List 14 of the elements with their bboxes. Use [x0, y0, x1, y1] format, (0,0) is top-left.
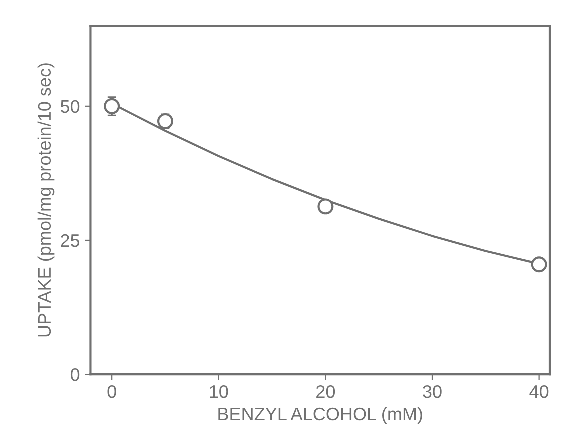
point	[531, 256, 548, 273]
x-axis-title: BENZYL ALCOHOL (mM)	[218, 407, 422, 424]
x-tick-label: 10	[210, 385, 228, 398]
point	[318, 198, 334, 215]
x-tick-label: 30	[423, 385, 442, 398]
point	[104, 98, 120, 114]
y-tick-label: 25	[61, 234, 80, 248]
x-tick-label: 40	[530, 385, 549, 398]
y-tick-label: 0	[70, 368, 80, 382]
y-axis-title: UPTAKE (pmol/mg protein/10 sec)	[38, 64, 55, 337]
x-tick-label: 0	[108, 385, 116, 398]
y-tick-label: 50	[60, 100, 80, 114]
point	[157, 113, 174, 130]
x-tick-label: 20	[316, 385, 336, 398]
